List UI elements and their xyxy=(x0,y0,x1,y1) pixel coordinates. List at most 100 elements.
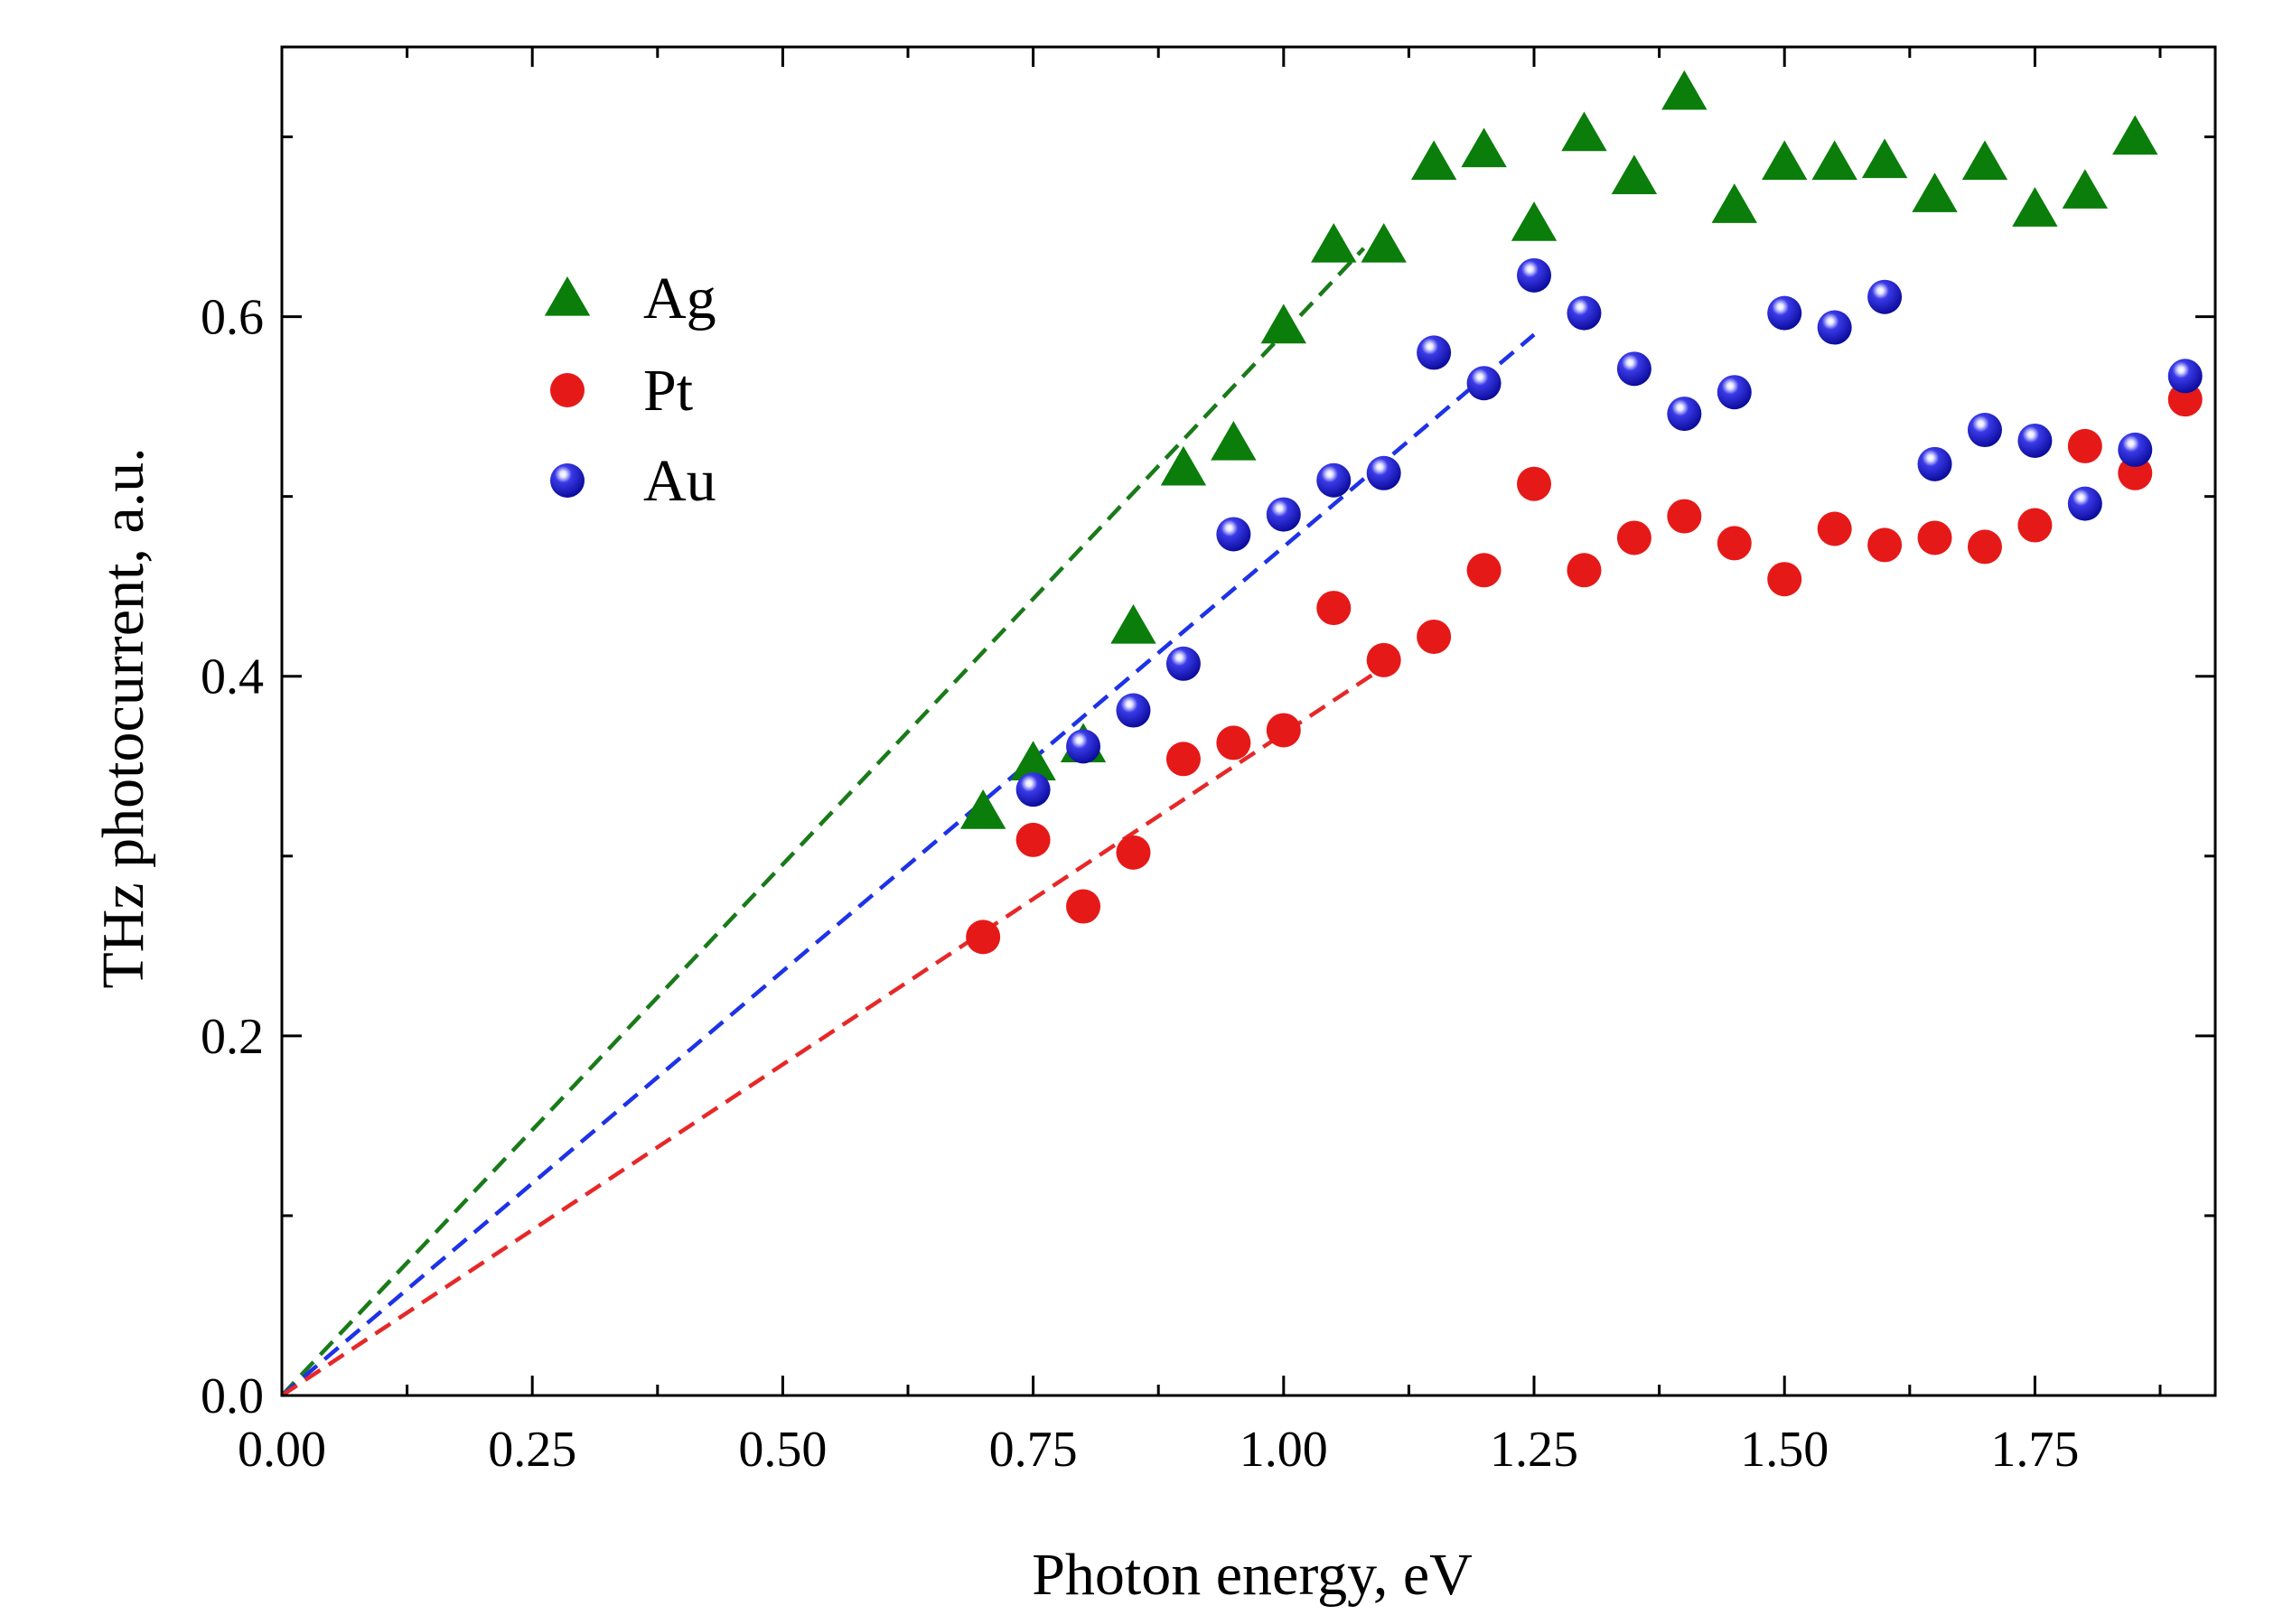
data-point-ag xyxy=(1762,140,1808,181)
data-point-pt xyxy=(1867,527,1903,563)
data-point-au xyxy=(1116,693,1151,728)
data-point-pt xyxy=(1817,511,1852,546)
data-point-pt xyxy=(1316,591,1352,626)
y-tick-label: 0.4 xyxy=(201,649,264,705)
legend: Ag Pt Au xyxy=(544,266,716,514)
axes: 0.00 0.25 0.50 0.75 1.00 1.25 1.50 1.75 0.0 0.2 0.… xyxy=(201,45,2217,1478)
series-au xyxy=(1015,257,2203,807)
data-point-au xyxy=(1917,446,1952,481)
data-point-au xyxy=(1867,279,1903,314)
data-point-pt xyxy=(1015,822,1051,857)
y-tick-label: 0.2 xyxy=(201,1009,264,1065)
legend-marker-pt xyxy=(550,373,585,407)
plot-frame xyxy=(280,45,2217,1397)
data-point-pt xyxy=(1417,619,1452,654)
data-point-au xyxy=(1616,351,1651,387)
series-pt xyxy=(966,382,2203,955)
data-point-au xyxy=(2067,486,2102,521)
data-point-ag xyxy=(1461,127,1507,168)
legend-label-pt: Pt xyxy=(643,358,693,424)
data-point-au xyxy=(1015,772,1051,807)
legend-item-au: Au xyxy=(550,448,716,514)
x-tick-label: 0.50 xyxy=(738,1422,827,1478)
data-point-au xyxy=(1717,375,1752,410)
data-point-ag xyxy=(1912,173,1958,212)
data-point-au xyxy=(1066,729,1101,764)
data-point-pt xyxy=(1567,553,1602,588)
legend-marker-au xyxy=(550,463,585,498)
data-point-pt xyxy=(1066,889,1101,924)
legend-label-ag: Ag xyxy=(643,266,716,331)
data-point-ag xyxy=(1410,140,1457,181)
data-point-pt xyxy=(1466,553,1502,588)
x-tick-label: 1.75 xyxy=(1990,1422,2079,1478)
data-point-au xyxy=(1266,497,1301,532)
data-point-au xyxy=(2167,359,2203,394)
data-point-ag xyxy=(1160,445,1207,486)
y-tick-label: 0.6 xyxy=(201,290,264,346)
data-point-ag xyxy=(1861,138,1908,179)
data-point-ag xyxy=(1211,420,1257,461)
data-point-ag xyxy=(1961,140,2008,181)
data-point-ag xyxy=(1110,603,1156,644)
data-point-ag xyxy=(1611,154,1658,195)
legend-marker-ag xyxy=(544,276,591,316)
data-point-ag xyxy=(1511,201,1558,241)
data-point-pt xyxy=(2067,428,2102,463)
data-point-ag xyxy=(959,789,1006,829)
y-axis-title: THz photocurrent, a.u. xyxy=(90,447,156,988)
data-point-au xyxy=(1366,455,1401,490)
data-point-au xyxy=(2118,432,2153,467)
data-point-pt xyxy=(1266,713,1301,748)
data-point-pt xyxy=(1667,499,1702,534)
data-point-pt xyxy=(2017,508,2053,543)
data-point-au xyxy=(1767,295,1802,331)
data-point-pt xyxy=(1116,835,1151,870)
data-point-au xyxy=(1517,257,1552,293)
fit-line-ag xyxy=(280,247,1366,1397)
data-point-ag xyxy=(2062,169,2109,209)
legend-label-au: Au xyxy=(643,448,716,514)
data-point-ag xyxy=(1661,70,1708,110)
data-point-au xyxy=(1165,646,1201,681)
data-point-pt xyxy=(1616,520,1651,555)
x-tick-label: 1.50 xyxy=(1740,1422,1829,1478)
data-point-pt xyxy=(1717,526,1752,561)
data-point-pt xyxy=(1366,642,1401,677)
data-point-ag xyxy=(2112,115,2158,155)
data-point-au xyxy=(1466,366,1502,401)
fit-line-au xyxy=(280,332,1536,1397)
data-point-pt xyxy=(1767,562,1802,597)
data-point-ag xyxy=(1361,222,1407,263)
data-point-pt xyxy=(1517,466,1552,501)
data-point-ag xyxy=(1711,183,1757,223)
data-point-au xyxy=(1567,295,1602,331)
data-point-pt xyxy=(1165,742,1201,777)
data-point-pt xyxy=(966,919,1001,955)
data-point-au xyxy=(1667,397,1702,432)
data-point-pt xyxy=(1967,529,2002,565)
data-point-au xyxy=(1817,310,1852,345)
x-axis-title: Photon energy, eV xyxy=(1032,1542,1473,1608)
x-tick-label: 1.25 xyxy=(1490,1422,1578,1478)
fit-line-pt xyxy=(280,665,1385,1397)
data-point-pt xyxy=(1216,725,1251,761)
y-tick-label: 0.0 xyxy=(201,1368,264,1424)
data-series xyxy=(959,70,2203,955)
legend-item-ag: Ag xyxy=(544,266,716,331)
x-tick-label: 0.00 xyxy=(238,1422,326,1478)
data-point-ag xyxy=(1561,111,1607,152)
data-point-au xyxy=(1216,517,1251,552)
x-tick-label: 0.25 xyxy=(488,1422,576,1478)
data-point-au xyxy=(1417,335,1452,370)
data-point-au xyxy=(2017,423,2053,458)
x-tick-label: 1.00 xyxy=(1240,1422,1328,1478)
data-point-pt xyxy=(1917,520,1952,555)
data-point-ag xyxy=(2012,187,2058,227)
series-ag xyxy=(959,70,2158,829)
x-tick-label: 0.75 xyxy=(989,1422,1078,1478)
data-point-ag xyxy=(1260,303,1307,344)
data-point-ag xyxy=(1811,140,1857,181)
data-point-ag xyxy=(1010,741,1056,780)
